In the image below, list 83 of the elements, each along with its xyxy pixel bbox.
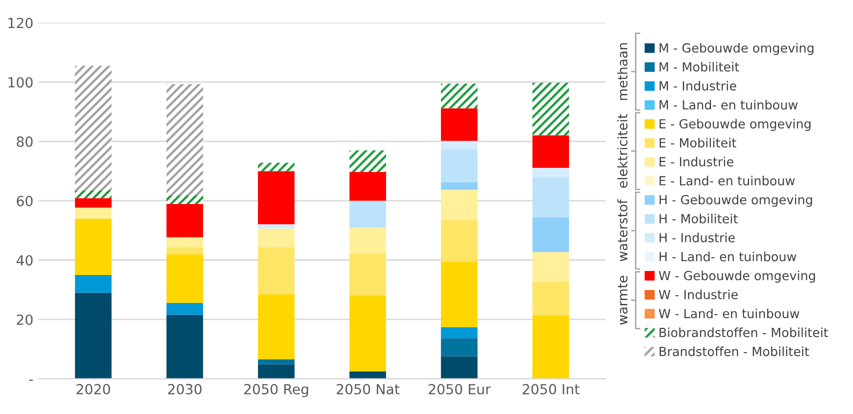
bar (74, 198, 112, 208)
bar (166, 204, 204, 238)
bar (258, 359, 295, 364)
bar (74, 218, 112, 275)
bar (258, 228, 295, 248)
bar (166, 237, 204, 248)
legend-label: W - Land- en tuinbouw (658, 308, 800, 318)
y-tick-label: 100 (8, 77, 33, 88)
y-tick-label: 20 (16, 314, 33, 325)
bar (349, 200, 386, 228)
legend-label: M - Industrie (660, 80, 736, 91)
legend-label: E - Mobiliteit (660, 138, 736, 148)
y-tick-label: 120 (8, 18, 33, 28)
x-tick-label: 2020 (76, 384, 110, 394)
x-tick-label: 2030 (168, 384, 202, 394)
bar (440, 84, 478, 108)
bar (532, 315, 570, 379)
bar (349, 228, 386, 254)
bar (440, 190, 478, 220)
y-tick-label: - (29, 380, 33, 381)
bar (166, 302, 204, 315)
legend-label: W - Gebouwde omgeving (658, 270, 815, 283)
bar (440, 338, 478, 356)
bar (532, 217, 570, 252)
bar (74, 66, 112, 190)
bar (349, 371, 386, 379)
bar (166, 254, 204, 303)
legend-label: Biobrandstoffen - Mobiliteit (660, 328, 828, 338)
bar (440, 220, 478, 262)
bar (532, 177, 570, 218)
bar (349, 253, 386, 296)
bar (440, 262, 478, 328)
y-tick-label: 40 (16, 255, 33, 266)
bar (532, 135, 570, 168)
bar (532, 168, 570, 178)
bar (349, 295, 386, 372)
x-tick-label: 2050 Reg (244, 384, 308, 398)
bar (440, 327, 478, 338)
bar (349, 150, 386, 172)
bar (166, 84, 204, 196)
bar (74, 274, 112, 293)
bar (440, 149, 478, 182)
bar (258, 294, 295, 360)
legend-label: H - Mobiliteit (660, 214, 738, 224)
bar (440, 182, 478, 190)
legend-label: E - Land- en tuinbouw (660, 176, 795, 186)
text: elektriciteit (617, 114, 628, 188)
legend-label: M - Mobiliteit (660, 62, 740, 72)
y-tick-label: 80 (16, 136, 33, 147)
legend-label: H - Industrie (660, 232, 735, 242)
bar (166, 195, 204, 204)
bar (349, 172, 386, 201)
x-tick-label: 2050 Eur (428, 384, 491, 394)
legend-label: Brandstoffen - Mobiliteit (660, 346, 810, 356)
text: waterstof (617, 199, 628, 262)
y-tick-label: 60 (16, 196, 33, 206)
bar (258, 364, 295, 379)
text: warmte (618, 276, 628, 325)
bar (440, 356, 478, 379)
x-tick-label: 2050 Int (522, 384, 580, 394)
bar (532, 252, 570, 282)
bar (258, 247, 295, 295)
bar (258, 162, 295, 172)
legend-label: W - Industrie (658, 290, 738, 300)
bar (166, 314, 204, 379)
bar (74, 208, 112, 219)
bar (440, 140, 478, 150)
bar (258, 224, 295, 229)
bar (532, 282, 570, 316)
bar (258, 171, 295, 224)
bar (74, 292, 112, 379)
legend-label: M - Land- en tuinbouw (660, 100, 798, 110)
legend-label: H - Land- en tuinbouw (660, 252, 796, 262)
bar (532, 82, 570, 136)
text: methaan (617, 43, 628, 100)
legend-label: E - Industrie (660, 156, 734, 166)
legend-label: E - Gebouwde omgeving (660, 118, 811, 131)
bar (440, 108, 478, 141)
x-tick-label: 2050 Nat (336, 384, 400, 394)
legend-label: H - Gebouwde omgeving (660, 194, 812, 207)
legend-label: M - Gebouwde omgeving (660, 42, 814, 56)
bar (74, 190, 112, 198)
bar (166, 247, 204, 254)
